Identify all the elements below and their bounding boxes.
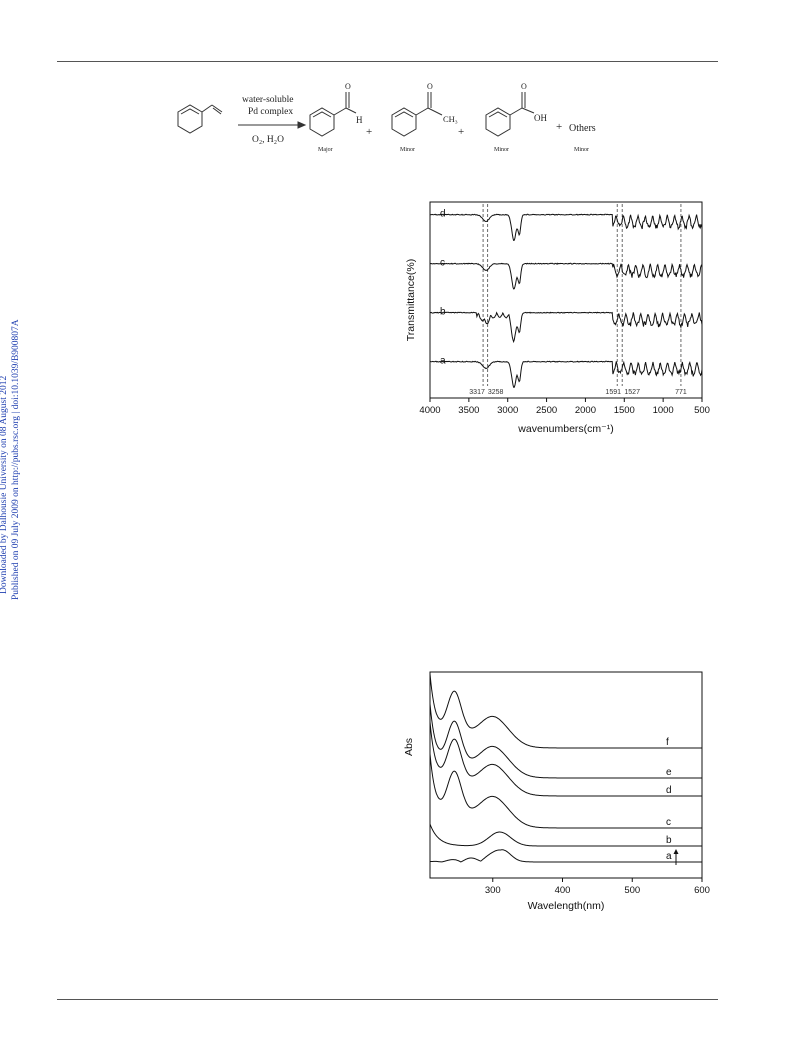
uv-spectrum-figure: 300 400 500 600 Wavelength(nm) Abs a b c d e f [398,660,720,920]
ir-series-b [429,311,703,344]
acetophenone-structure [391,92,443,137]
ir-series-label-a: a [440,355,446,366]
ir-series-label-b: b [440,306,446,317]
plus-3: + [556,121,562,133]
minor-tag-1: Minor [400,147,415,153]
ir-spectrum-figure: 4000 3500 3000 2500 2000 1500 1000 500 wavenumbe… [400,190,720,440]
uv-x-tick-label: 600 [694,885,710,896]
ir-series-label-d: d [440,208,446,219]
ir-band-label: 3258 [488,389,504,396]
uv-x-tick-label: 300 [485,885,501,896]
top-rule [57,61,718,62]
reagent-top-1: water-soluble [242,95,294,105]
ir-band-label: 1591 [605,389,621,396]
ir-x-axis-label: wavenumbers(cm⁻¹) [517,423,613,435]
ir-spectrum-chart: 4000 3500 3000 2500 2000 1500 1000 500 wavenumbe… [405,201,710,435]
plus-2: + [458,126,464,138]
uv-series-label-e: e [666,767,672,778]
uv-spectrum-chart: 300 400 500 600 Wavelength(nm) Abs abc de f [403,671,710,912]
ir-x-tick-label: 2500 [536,405,557,416]
ir-x-tick-label: 2000 [575,405,596,416]
ir-band-label: 3317 [469,389,485,396]
uv-series-f [429,673,702,749]
uv-series-label-d: d [666,785,672,796]
major-tag: Major [318,147,333,153]
reaction-scheme: water-soluble Pd complex O₂, H₂O O O O H… [160,80,620,180]
uv-series-a [429,849,702,863]
ir-series-c [429,262,703,290]
methyl-label: CH₃ [443,114,458,124]
watermark-line-1: Downloaded by Dalhousie University on 08… [0,376,9,594]
hydroxyl-label: OH [534,113,547,123]
benzaldehyde-structure [309,92,357,137]
uv-series-label-c: c [666,817,671,828]
watermark-line-2: Published on 09 July 2009 on http://pubs… [11,319,21,600]
uv-x-axis-label: Wavelength(nm) [528,900,605,912]
ir-x-tick-label: 1500 [614,405,635,416]
ir-series-label-c: c [440,257,445,268]
others-tag: Minor [574,147,589,153]
ir-y-axis-label: Transmittance(%) [405,259,417,341]
uv-series-e [429,703,702,779]
benzoic-acid-structure [485,92,535,137]
uv-series-label-a: a [666,851,672,862]
uv-series-d [429,721,702,797]
ir-x-tick-label: 3000 [497,405,518,416]
reagent-bottom: O₂, H₂O [252,135,284,145]
uv-series-c [429,753,702,829]
ir-x-tick-label: 3500 [458,405,479,416]
uv-x-tick-label: 500 [624,885,640,896]
styrene-structure [177,104,223,134]
carbonyl-o-1: O [345,82,351,91]
carbonyl-o-2: O [427,82,433,91]
download-watermark: Downloaded by Dalhousie University on 08… [0,282,21,602]
uv-plot-frame [429,671,703,879]
ir-x-tick-label: 4000 [419,405,440,416]
plus-1: + [366,126,372,138]
reagent-top-2: Pd complex [248,107,293,117]
ir-x-tick-label: 500 [694,405,710,416]
carbonyl-o-3: O [521,82,527,91]
bottom-rule [57,999,718,1000]
others-label: Others [569,123,596,134]
ir-band-label: 771 [675,389,687,396]
minor-tag-2: Minor [494,147,509,153]
aldehyde-h-label: H [356,115,363,125]
uv-series-b [429,823,702,847]
uv-y-axis-label: Abs [403,738,415,756]
ir-series-a [429,360,703,388]
ir-plot-frame [429,201,703,399]
uv-trend-arrowhead [673,849,679,854]
ir-x-tick-label: 1000 [653,405,674,416]
ir-band-label: 1527 [624,389,640,396]
ir-series-d [429,213,703,242]
uv-series-label-b: b [666,835,672,846]
uv-series-label-f: f [666,737,669,748]
uv-x-tick-label: 400 [555,885,571,896]
